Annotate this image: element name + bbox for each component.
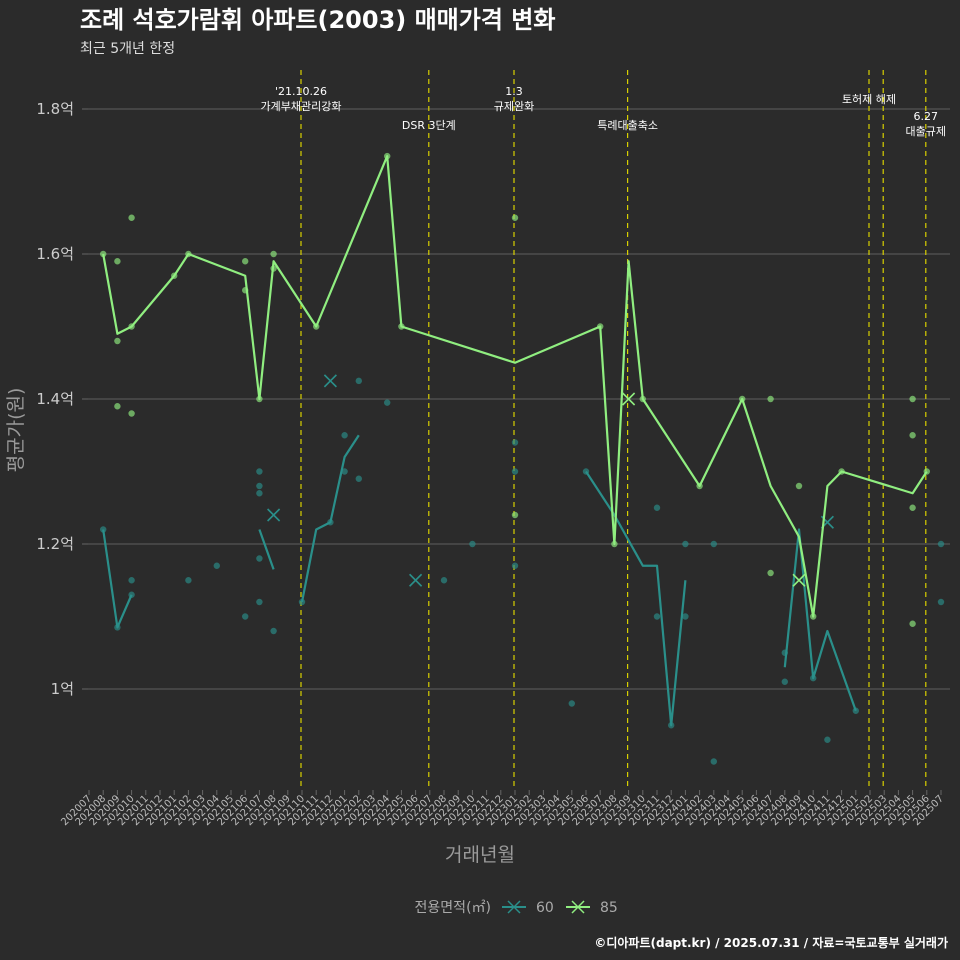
legend-title: 전용면적(㎡) [415,900,491,916]
legend-key-60: 60 [502,900,554,916]
data-point-85 [909,620,916,627]
grid [82,108,950,795]
data-point-85 [767,569,774,577]
data-point-60 [242,613,249,620]
x-axis-title: 거래년월 [445,844,515,866]
x-axis-ticks: 2020072020082020092020102020112020122021… [59,793,946,828]
legend-key-85: 85 [566,900,618,916]
y-tick-label: 1억 [51,680,74,698]
legend: 전용면적(㎡) 60 85 [415,900,618,916]
data-point-60 [710,540,717,548]
data-point-85 [128,214,135,221]
data-point-60 [511,468,519,475]
event-label-0: 가계부채관리강화 [261,100,342,113]
data-point-60 [511,439,519,446]
data-point-85 [114,258,121,265]
data-point-60 [937,598,945,606]
source-caption: ©디아파트(dapt.kr) / 2025.07.31 / 자료=국토교통부 실… [594,935,948,950]
series-line-60 [258,529,275,570]
data-series [100,152,945,765]
legend-label-60: 60 [536,900,554,916]
data-point-85 [909,504,916,511]
data-point-60 [568,700,575,707]
y-tick-label: 1.2억 [36,535,74,553]
data-point-60 [256,598,263,606]
event-label-0: '21.10.26 [275,85,327,98]
legend-cross-60b [507,900,521,914]
chart-title: 조례 석호가람휘 아파트(2003) 매매가격 변화 [80,6,555,34]
data-point-85 [242,258,249,265]
data-point-60 [355,377,362,385]
y-axis-ticks: 1억 1.2억 1.4억 1.6억 1.8억 [36,100,74,698]
data-point-60 [682,613,689,620]
chart-subtitle: 최근 5개년 한정 [80,41,175,57]
series-line-85 [102,155,928,618]
event-label-3: 특례대출축소 [597,119,658,132]
event-label-6: 6.27 [914,110,939,123]
legend-cross-85b [571,900,585,914]
event-label-6: 대출규제 [906,125,946,138]
data-point-60 [355,475,362,482]
data-point-85 [270,250,277,258]
data-point-60 [824,736,831,743]
data-point-60 [937,540,945,548]
data-point-60 [440,577,448,584]
data-point-60 [256,482,263,490]
cross-marker-85 [622,392,636,406]
data-point-85 [767,395,774,403]
data-point-60 [270,627,277,635]
data-point-85 [511,511,519,519]
data-point-85 [511,214,519,221]
data-point-60 [256,490,263,497]
series-85 [100,152,930,627]
data-point-60 [256,555,263,562]
data-point-60 [682,540,689,548]
data-point-60 [653,613,661,620]
y-tick-label: 1.8억 [36,100,74,118]
series-line-60 [300,434,360,603]
data-point-60 [341,432,348,439]
data-point-85 [114,337,121,345]
data-point-60 [781,678,788,685]
series-line-60 [102,529,133,629]
data-point-60 [511,562,519,569]
event-label-2: 규제완화 [494,100,534,113]
event-label-4: 토허제 해제 [842,92,896,106]
data-point-60 [710,758,717,765]
data-point-60 [341,468,348,475]
series-60 [100,374,945,765]
data-point-85 [909,432,916,439]
data-point-60 [384,399,391,406]
data-point-60 [213,562,220,569]
y-tick-label: 1.6억 [36,245,74,263]
event-label-2: 1.3 [505,85,523,98]
legend-label-85: 85 [600,900,618,916]
data-point-60 [256,468,263,475]
y-axis-title: 평균가(원) [5,388,27,473]
data-point-85 [114,403,121,410]
data-point-85 [128,410,135,417]
series-line-60 [585,470,687,727]
data-point-85 [909,395,916,403]
data-point-60 [128,577,135,584]
data-point-60 [653,504,661,511]
cross-marker-60 [267,508,281,522]
data-point-85 [795,482,803,490]
cross-marker-60 [409,573,423,587]
data-point-60 [469,540,476,548]
cross-marker-85 [792,573,806,587]
event-label-1: DSR 3단계 [402,119,456,132]
data-point-60 [185,577,192,584]
cross-marker-60 [323,374,337,388]
y-tick-label: 1.4억 [36,390,74,408]
